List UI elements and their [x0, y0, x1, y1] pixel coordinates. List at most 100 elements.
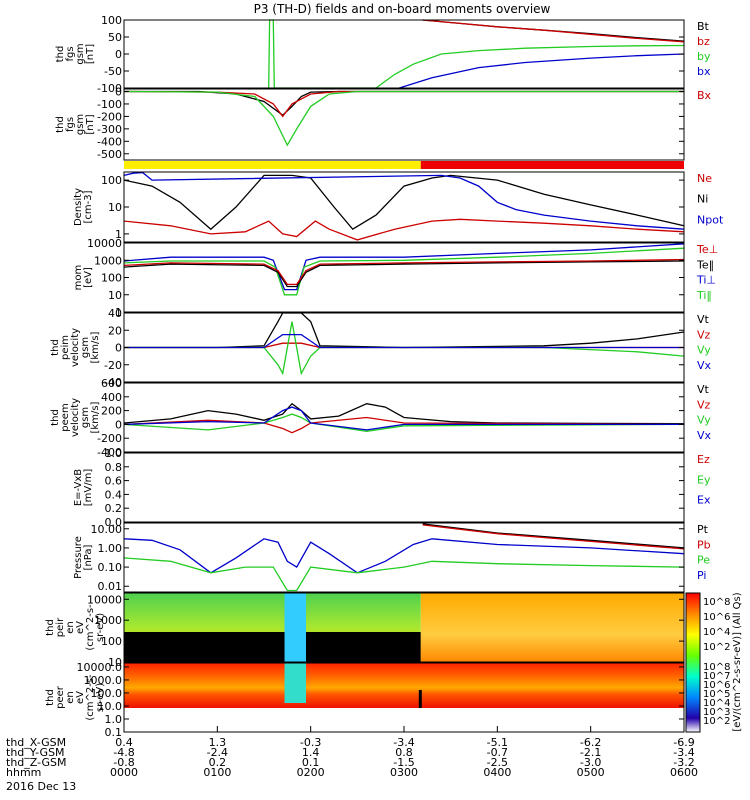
legend-efield-0: Ez	[697, 453, 710, 466]
panel-frame-efield	[123, 452, 685, 523]
xrow-3-value-3: 0300	[390, 766, 418, 779]
ytick-label-efield-0: 1.0	[105, 447, 123, 460]
legend-efield-2: Ex	[697, 494, 711, 507]
legend-temp-1: Te‖	[696, 258, 714, 271]
colorbar-bottom-tick-1: 10^7	[703, 671, 730, 682]
legend-peem-1: Vz	[697, 398, 711, 411]
xrow-2-value-4: -2.5	[487, 756, 508, 769]
ytick-label-peem-4: -200	[97, 432, 122, 445]
ytick-label-peim-2: 0	[115, 342, 122, 355]
ytick-label-peir-2: 100	[101, 635, 122, 648]
ytick-label-peem-5: -400	[97, 446, 122, 459]
legend-efield-1: Ey	[697, 473, 711, 486]
series-temp-ti-11	[123, 247, 685, 296]
ytick-label-fgs2-0: 0	[115, 85, 122, 98]
series-peem-vx-21	[123, 406, 684, 431]
date-label: 2016 Dec 13	[6, 780, 76, 793]
series-peim-vy-16	[124, 321, 685, 376]
ylabel-peem-2: velocity	[70, 398, 81, 437]
ylabel-peer-1: peer	[55, 685, 66, 709]
legend-peim-1: Vz	[697, 328, 711, 341]
ytick-label-peer-5: 0.1	[105, 726, 123, 739]
ytick-label-peir-0: 10000	[87, 593, 122, 606]
ylabel-fgs2-0: thd	[55, 116, 66, 133]
ytick-label-peim-3: -20	[104, 359, 122, 372]
series-layer	[123, 19, 685, 592]
ytick-label-fgs2-3: -300	[97, 123, 122, 136]
ytick-label-peer-3: 10.0	[98, 700, 123, 713]
legend-pressure-2: Pe	[697, 554, 710, 567]
xrow-3-value-2: 0200	[297, 766, 325, 779]
legend-temp-3: Ti‖	[696, 289, 712, 302]
xrow-3-value-1: 0100	[203, 766, 231, 779]
ytick-label-density-0: 100	[101, 174, 122, 187]
ylabel-peir-4: (cm^2-s-	[85, 604, 96, 651]
colorbar-label: [eV/(cm^2-s-sr-eV)] (All Qs)	[732, 592, 743, 731]
colorbar-top-tick-3: 10^2	[703, 642, 730, 653]
ylabel-fgs2-2: gsm	[75, 114, 86, 135]
peir-noise-floor	[124, 632, 421, 662]
ytick-label-fgs-0: 100	[101, 14, 122, 27]
peir-spectrogram-fast	[420, 593, 684, 662]
legend-pressure-3: Pi	[697, 569, 706, 582]
xrow-2-value-3: -1.5	[393, 756, 414, 769]
xrow-label-3: hhmm	[6, 766, 41, 779]
xrow-label-0: thd_X-GSM	[6, 736, 66, 749]
ylabel-peim-1: peim	[60, 335, 71, 360]
colorbar-top-tick-2: 10^4	[703, 627, 730, 638]
series-pressure-pb-23	[422, 524, 685, 550]
panel-frame-peem	[123, 382, 685, 453]
ytick-label-efield-1: 0.8	[105, 461, 123, 474]
legend-peim-2: Vy	[697, 344, 711, 357]
legend-pressure-1: Pb	[697, 538, 711, 551]
ytick-label-peer-1: 1000.0	[84, 674, 123, 687]
xrow-1-value-0: -4.8	[113, 746, 134, 759]
mode-bar-slow	[124, 161, 421, 169]
colorbar-bottom-tick-0: 10^8	[703, 662, 730, 673]
ylabel-peir-1: peir	[55, 617, 66, 637]
ylabel-peer-2: en	[65, 691, 76, 704]
panel-frame-peir	[123, 592, 685, 663]
ylabel-efield-0: E=-VxB	[73, 469, 84, 506]
series-density-ne-8	[123, 218, 685, 241]
legend-peem-3: Vx	[697, 429, 712, 442]
xrow-0-value-6: -6.9	[673, 736, 694, 749]
ylabel-peir-0: thd	[45, 619, 56, 636]
ylabel-fgs2-1: fgs	[65, 117, 76, 132]
xrow-0-value-0: 0.4	[115, 736, 133, 749]
series-peem-vt-18	[123, 402, 685, 425]
xrow-2-value-5: -3.0	[580, 756, 601, 769]
xrow-0-value-4: -5.1	[487, 736, 508, 749]
series-fgs-bx-3	[399, 53, 685, 89]
ytick-label-temp-3: 10	[108, 289, 122, 302]
ytick-label-pressure-2: 0.10	[98, 561, 123, 574]
colorbar	[685, 592, 701, 733]
ylabel-temp-1: [eV]	[83, 267, 94, 288]
series-fgs-by-2	[268, 19, 685, 89]
colorbar-bottom-tick-2: 10^6	[703, 680, 730, 691]
ytick-label-fgs-1: 50	[108, 31, 122, 44]
xrow-2-value-0: -0.8	[113, 756, 134, 769]
colorbar-top-tick-1: 10^6	[703, 612, 730, 623]
ylabel-peer-5: sr-eV)	[95, 683, 106, 712]
mode-bar-fast	[420, 161, 684, 169]
ylabel-peim-4: [km/s]	[90, 331, 101, 363]
ylabel-fgs-1: fgs	[65, 46, 76, 61]
xrow-0-value-5: -6.2	[580, 736, 601, 749]
legend-peim-0: Vt	[697, 313, 710, 326]
ytick-label-peem-2: 200	[101, 405, 122, 418]
ytick-label-fgs-3: -50	[104, 65, 122, 78]
ytick-label-density-1: 10	[108, 201, 122, 214]
ytick-label-temp-1: 1000	[94, 254, 122, 267]
xrow-2-value-6: -3.2	[673, 756, 694, 769]
legend-fgs-3: bx	[697, 65, 711, 78]
ytick-label-pressure-3: 0.01	[98, 580, 123, 593]
xrow-3-value-4: 0400	[483, 766, 511, 779]
ylabel-fgs-0: thd	[55, 46, 66, 63]
legend-temp-2: Ti⊥	[696, 274, 716, 287]
ylabel-fgs2-3: [nT]	[85, 114, 96, 134]
ytick-label-peim-0: 40	[108, 307, 122, 320]
ylabel-temp-0: mom	[73, 265, 84, 291]
panel-frame-fgs2	[123, 88, 685, 161]
chart-title: P3 (TH-D) fields and on-board moments ov…	[254, 2, 551, 16]
